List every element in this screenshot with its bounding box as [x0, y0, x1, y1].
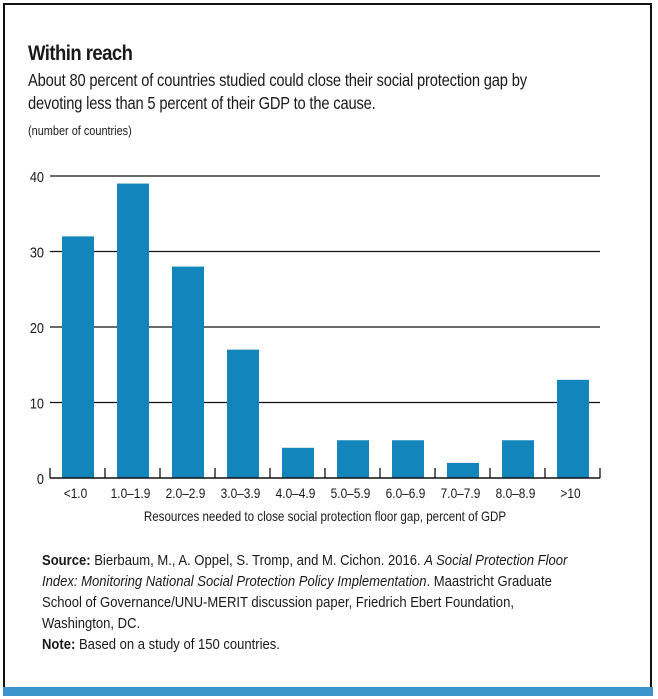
bar-8 — [502, 440, 534, 478]
chart-title: Within reach — [28, 42, 133, 65]
bar-3 — [227, 349, 259, 478]
y-tick-label: 30 — [30, 243, 44, 260]
source-title: A Social Protection Floor Index: Monitor… — [42, 553, 568, 590]
subtitle-line-2: devoting less than 5 percent of their GD… — [28, 93, 376, 113]
note-text: Based on a study of 150 countries. — [75, 637, 280, 653]
x-tick-label: 8.0–8.9 — [496, 485, 536, 501]
chart-subtitle: About 80 percent of countries studied co… — [28, 69, 527, 115]
x-tick-label: 4.0–4.9 — [276, 485, 316, 501]
y-axis-unit-label: (number of countries) — [28, 123, 132, 138]
x-tick-label: 5.0–5.9 — [331, 485, 371, 501]
x-tick-labels: <1.0 1.0–1.9 2.0–2.9 3.0–3.9 4.0–4.9 5.0–5.9 6… — [64, 485, 581, 501]
bar-1 — [117, 183, 149, 479]
source-notes: Source: Bierbaum, M., A. Oppel, S. Tromp… — [42, 551, 582, 656]
bar-9 — [557, 379, 589, 478]
subtitle-line-1: About 80 percent of countries studied co… — [28, 70, 527, 90]
y-tick-label: 40 — [30, 168, 44, 185]
y-tick-label: 10 — [30, 394, 44, 411]
source-authors: Bierbaum, M., A. Oppel, S. Tromp, and M.… — [90, 553, 425, 569]
bar-5 — [337, 440, 369, 478]
bar-2 — [172, 266, 204, 478]
x-tick-label: 3.0–3.9 — [221, 485, 261, 501]
x-tick-label: 2.0–2.9 — [166, 485, 206, 501]
x-tick-label: 1.0–1.9 — [111, 485, 151, 501]
x-tick-label: 6.0–6.9 — [386, 485, 426, 501]
note-label: Note: — [42, 637, 76, 653]
bar-6 — [392, 440, 424, 478]
bar-chart: 0 10 20 30 40 <1.0 1.0–1.9 2.0–2.9 3.0–3.9 4.0–4… — [30, 168, 601, 524]
figure-frame — [3, 3, 652, 687]
note: Note: Based on a study of 150 countries. — [42, 635, 582, 656]
x-axis — [49, 468, 601, 479]
source-publisher: . Maastricht Graduate School of Governan… — [42, 574, 552, 632]
bar-4 — [282, 447, 314, 478]
bar-7 — [447, 462, 479, 478]
x-tick-label: <1.0 — [64, 485, 87, 501]
bar-0 — [62, 236, 94, 478]
x-tick-label: >10 — [560, 485, 580, 501]
y-tick-label: 20 — [30, 319, 44, 336]
y-tick-labels: 0 10 20 30 40 — [30, 168, 44, 487]
x-axis-title: Resources needed to close social protect… — [144, 509, 506, 524]
source-label: Source: — [42, 553, 91, 569]
y-tick-label: 0 — [37, 470, 44, 487]
x-tick-label: 7.0–7.9 — [441, 485, 481, 501]
source-citation: Source: Bierbaum, M., A. Oppel, S. Tromp… — [42, 551, 582, 635]
bars — [62, 183, 589, 479]
bottom-accent-bar — [3, 687, 653, 696]
